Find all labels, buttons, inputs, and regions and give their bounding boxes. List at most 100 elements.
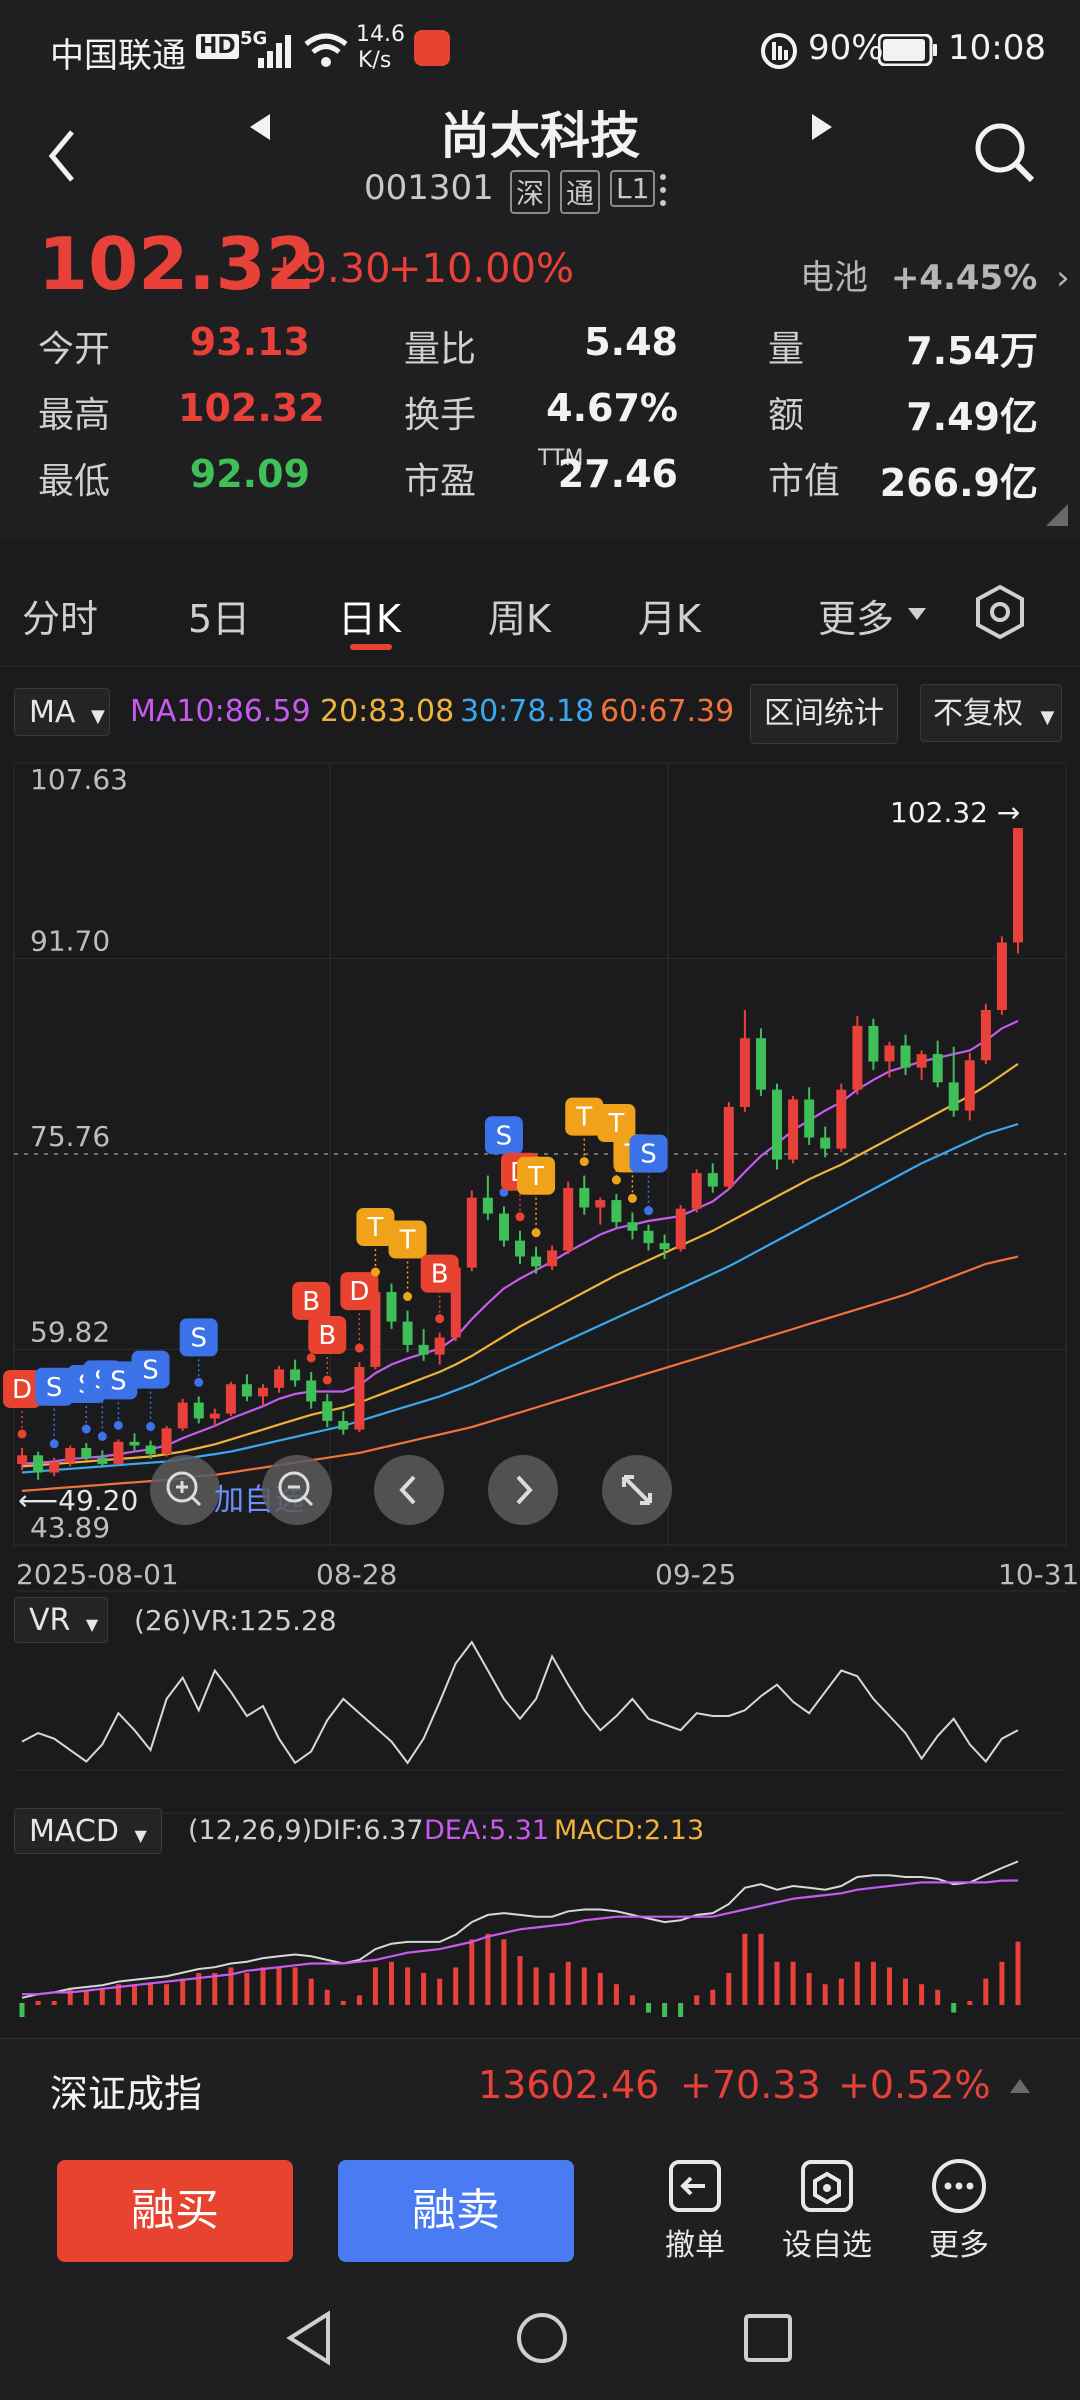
margin-buy-button[interactable]: 融买 [57,2160,293,2262]
low-price-marker: ⟵49.20 [18,1484,139,1517]
more-dots-icon[interactable] [658,172,668,208]
caret-down-icon: ▼ [134,1826,147,1845]
tab-daily-k[interactable]: 日K [338,597,401,641]
candle-body [306,1380,317,1402]
macd-bar [356,1995,362,2005]
tab-more[interactable]: 更多 [818,597,895,641]
set-watchlist-button[interactable]: 设自选 [772,2158,882,2264]
stat-label: 量比 [404,329,477,370]
macd-dif-line [21,1860,1019,1999]
main-indicator-select[interactable]: MA ▼ [14,688,110,736]
tab-monthly-k[interactable]: 月K [638,597,701,641]
stock-code: 001301 [364,168,494,208]
signal-dot [49,1439,59,1449]
candle-body [916,1054,927,1068]
candle-body [515,1240,525,1257]
signal-dot [81,1424,91,1434]
index-ticker[interactable]: 深证成指 13602.46 +70.33 +0.52% [0,2038,1080,2139]
last-price-marker-value: 102.32 [890,796,988,829]
caret-down-icon: ▼ [1040,707,1055,728]
stat-label-sup: TTM [538,446,584,471]
market-tag: 深 [510,170,551,214]
stock-title: 尚太科技 [440,107,640,165]
candle-body [258,1387,268,1397]
signal-dot [435,1314,445,1324]
index-name: 深证成指 [50,2072,203,2116]
candle-body [499,1213,509,1241]
candle-body [402,1321,413,1345]
signal-badge [356,1208,395,1247]
zoom-out-button[interactable] [262,1455,332,1525]
tab-intraday[interactable]: 分时 [22,597,99,641]
cancel-order-button[interactable]: 撤单 [640,2158,750,2264]
signal-badge [340,1272,379,1311]
signal-dot [17,1429,27,1439]
x-axis-label: 10-31 [998,1558,1080,1591]
macd-bar [308,1978,314,2005]
signal-badge [35,1367,74,1406]
more-label: 更多 [929,2228,989,2263]
tab-5day[interactable]: 5日 [188,597,251,641]
signal-badge [517,1156,556,1195]
signal-badge [420,1254,459,1293]
stat-label: 最高 [38,395,111,436]
nav-home-icon[interactable] [514,2310,570,2366]
status-bar: 中国联通 HD 5G 14.6 K/s 90% 10:08 [0,0,1080,100]
candle-body [675,1208,686,1250]
scroll-left-button[interactable] [374,1455,444,1525]
adjust-select[interactable]: 不复权 ▼ [920,684,1062,742]
stat-label: 最低 [38,461,111,502]
next-stock-icon[interactable] [810,112,836,142]
nav-recents-icon[interactable] [742,2312,794,2364]
signal-letter: S [46,1373,63,1403]
expand-corner-icon[interactable] [1046,504,1068,526]
search-icon[interactable] [972,120,1036,184]
sector-link[interactable]: 电池 +4.45% › [800,250,1070,299]
candle-body [932,1054,943,1083]
connect-tag: 通 [560,170,601,214]
tab-weekly-k[interactable]: 周K [488,597,551,641]
signal-badge [388,1220,427,1259]
macd-bar [983,1978,989,2005]
carrier-name: 中国联通 [50,36,186,76]
signal-letter: D [349,1277,369,1307]
vr-indicator-select[interactable]: VR ▼ [14,1597,108,1643]
signal-dot [97,1431,107,1441]
signal-dot [194,1377,204,1387]
kline-chart[interactable]: DSSSSSSBBDTTBSDTTTTS 107.6391.7075.7659.… [0,755,1080,2038]
candle-body [531,1256,542,1267]
candle-body [177,1402,188,1429]
y-tick-label: 59.82 [30,1316,110,1349]
back-icon[interactable] [44,126,80,186]
ma10-value: MA10:86.59 [130,694,311,729]
signal-letter: B [318,1321,336,1351]
candle-body [354,1367,365,1430]
more-button[interactable]: 更多 [904,2158,1014,2264]
chevron-right-icon [516,1475,533,1505]
signal-letter: S [142,1356,159,1386]
scroll-right-button[interactable] [488,1455,558,1525]
range-stats-button[interactable]: 区间统计 [750,684,898,744]
nav-back-icon[interactable] [284,2310,334,2366]
price-change-pct: +10.00% [388,246,575,292]
macd-bar [999,1961,1005,2005]
candle-body [466,1197,477,1268]
macd-indicator-select[interactable]: MACD ▼ [14,1808,162,1854]
signal-icon [258,35,291,68]
stat-value-turnover: 4.67% [546,386,678,430]
margin-sell-button[interactable]: 融卖 [338,2160,574,2262]
settings-hexagon-icon[interactable] [974,584,1026,640]
stat-label: 额 [768,395,805,436]
zoom-in-button[interactable] [150,1455,220,1525]
stat-value-volume: 7.54万 [906,329,1038,373]
signal-dot [611,1175,621,1185]
caret-down-icon [908,608,926,620]
fullscreen-button[interactable] [602,1455,672,1525]
macd-value: MACD:2.13 [554,1815,705,1846]
macd-bar [19,2003,25,2017]
prev-stock-icon[interactable] [246,112,272,142]
candle-body [482,1197,493,1214]
macd-bar [228,1967,234,2005]
quote-panel: 102.32 +9.30 +10.00% 电池 +4.45% › 今开 93.1… [0,220,1080,540]
macd-bar [646,2003,651,2013]
